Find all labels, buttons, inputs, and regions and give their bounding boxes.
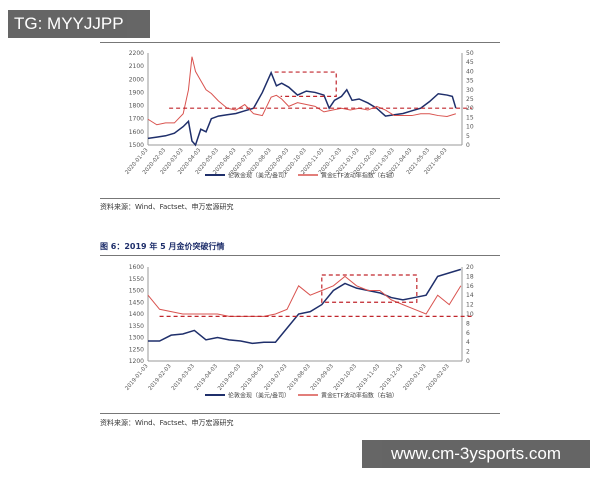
x-tick-label: 2019-09-03 <box>310 363 335 392</box>
y-tick-label: 2000 <box>129 76 144 83</box>
y2-tick-label: 18 <box>466 273 474 280</box>
x-tick-label: 2019-12-03 <box>379 363 404 392</box>
y-tick-label: 1200 <box>129 358 144 365</box>
y-tick-label: 1600 <box>129 129 144 136</box>
watermark-label: TG: MYYJJPP <box>8 10 150 38</box>
etf-volatility-line <box>147 275 462 317</box>
y2-tick-label: 8 <box>466 320 470 327</box>
y2-tick-label: 2 <box>466 349 470 356</box>
y2-tick-label: 16 <box>466 283 474 290</box>
y2-tick-label: 5 <box>466 133 470 140</box>
legend-gold-label: 伦敦金现（美元/盎司） <box>228 392 290 400</box>
y2-tick-label: 45 <box>466 59 474 66</box>
y2-tick-label: 20 <box>466 264 474 271</box>
gold-price-line <box>148 268 462 345</box>
y-tick-label: 2200 <box>129 50 144 57</box>
x-tick-label: 2019-04-03 <box>194 363 219 392</box>
etf-volatility-line <box>147 56 456 126</box>
y2-tick-label: 4 <box>466 339 470 346</box>
x-tick-label: 2019-07-03 <box>263 363 288 392</box>
legend-etf-label: 黄金ETF波动率指数（右轴） <box>321 172 398 180</box>
y-tick-label: 1700 <box>129 116 144 123</box>
y2-tick-label: 25 <box>466 96 474 103</box>
source-note-1: 资料来源：Wind、Factset、申万宏源研究 <box>100 203 234 211</box>
source-note-2: 资料来源：Wind、Factset、申万宏源研究 <box>100 419 234 427</box>
divider <box>100 413 500 414</box>
x-tick-label: 2019-01-03 <box>124 363 149 392</box>
divider <box>100 42 500 43</box>
y2-tick-label: 12 <box>466 302 474 309</box>
highlight-dashed-box <box>321 274 418 303</box>
y-tick-label: 1450 <box>129 299 144 306</box>
legend-gold-label: 伦敦金现（美元/盎司） <box>228 172 290 180</box>
y2-tick-label: 10 <box>466 124 474 131</box>
y-tick-label: 1400 <box>129 311 144 318</box>
y-tick-label: 1500 <box>129 142 144 149</box>
y2-tick-label: 14 <box>466 292 474 299</box>
y2-tick-label: 0 <box>466 142 470 149</box>
y-tick-label: 1350 <box>129 323 144 330</box>
y2-tick-label: 0 <box>466 358 470 365</box>
x-tick-label: 2019-11-03 <box>356 363 381 392</box>
site-watermark: www.cm-3ysports.com <box>362 440 590 468</box>
legend-etf-label: 黄金ETF波动率指数（右轴） <box>321 392 398 400</box>
y-tick-label: 1250 <box>129 346 144 353</box>
y2-tick-label: 35 <box>466 78 474 85</box>
x-tick-label: 2019-02-03 <box>148 363 173 392</box>
x-tick-label: 2019-10-03 <box>333 363 358 392</box>
y-tick-label: 1550 <box>129 276 144 283</box>
x-tick-label: 2019-08-03 <box>287 363 312 392</box>
chart-2-title: 图 6：2019 年 5 月金价突破行情 <box>100 242 225 251</box>
x-tick-label: 2019-03-03 <box>171 363 196 392</box>
y-tick-label: 1600 <box>129 264 144 271</box>
y2-tick-label: 10 <box>466 311 474 318</box>
x-tick-label: 2020-01-03 <box>402 363 427 392</box>
x-tick-label: 2019-05-03 <box>217 363 242 392</box>
y-tick-label: 2100 <box>129 63 144 70</box>
y2-tick-label: 15 <box>466 114 474 121</box>
divider <box>100 255 500 256</box>
y2-tick-label: 40 <box>466 68 474 75</box>
y-tick-label: 1300 <box>129 335 144 342</box>
x-tick-label: 2019-06-03 <box>240 363 265 392</box>
y-tick-label: 1800 <box>129 103 144 110</box>
divider <box>100 198 500 199</box>
x-tick-label: 2020-02-03 <box>426 363 451 392</box>
y2-tick-label: 20 <box>466 105 474 112</box>
highlight-dashed-box <box>274 71 337 97</box>
gold-price-line <box>147 70 457 147</box>
y2-tick-label: 30 <box>466 87 474 94</box>
y2-tick-label: 6 <box>466 330 470 337</box>
y-tick-label: 1500 <box>129 288 144 295</box>
y2-tick-label: 50 <box>466 50 474 57</box>
y-tick-label: 1900 <box>129 89 144 96</box>
